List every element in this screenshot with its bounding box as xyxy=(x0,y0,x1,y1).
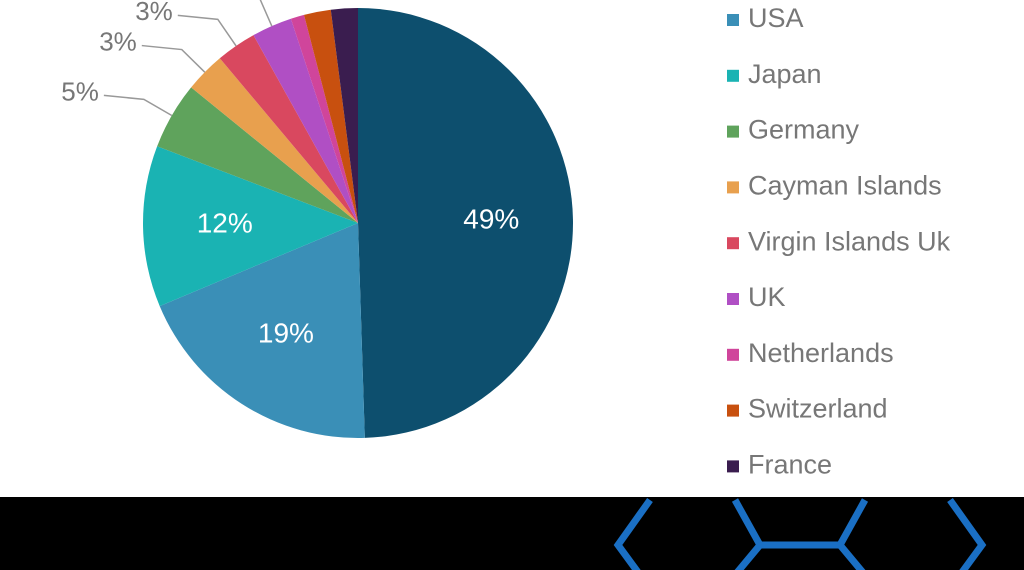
legend-swatch xyxy=(727,14,739,26)
pie-slice xyxy=(304,9,358,223)
pie-slice xyxy=(253,18,358,223)
leader-line xyxy=(259,0,273,27)
legend-swatch xyxy=(727,348,739,361)
data-label: 49% xyxy=(463,203,519,234)
legend-label: Cayman Islands xyxy=(748,171,942,201)
legend-swatch xyxy=(727,460,739,473)
legend-swatch xyxy=(727,237,739,250)
pie-slice xyxy=(159,223,365,438)
legend-label: France xyxy=(748,450,832,480)
hexagon-decoration xyxy=(613,497,987,570)
legend-swatch xyxy=(727,293,739,305)
legend-swatch xyxy=(727,404,739,417)
legend-label: Virgin Islands Uk xyxy=(748,226,951,256)
legend-label: Japan xyxy=(748,59,822,89)
leader-line xyxy=(177,14,237,47)
pie-slice xyxy=(358,8,573,438)
legend-swatch xyxy=(727,69,739,82)
data-label: 5% xyxy=(61,76,99,106)
data-label: 3% xyxy=(99,26,137,56)
footer-bar xyxy=(0,497,1024,570)
legend-label: UK xyxy=(748,282,786,312)
legend-label: USA xyxy=(748,3,804,33)
data-label: 19% xyxy=(258,318,314,349)
legend-swatch xyxy=(727,125,739,138)
legend-label: Switzerland xyxy=(748,394,888,424)
pie-slice xyxy=(330,8,358,223)
pie-slice xyxy=(157,87,358,223)
legend-label: Netherlands xyxy=(748,338,894,368)
legend-swatch xyxy=(727,181,739,194)
data-label: 12% xyxy=(197,208,253,239)
legend-label: Germany xyxy=(748,115,860,145)
pie-slice xyxy=(290,14,358,224)
pie-slice xyxy=(191,58,358,223)
data-label: 3% xyxy=(135,0,173,26)
data-label: 3% xyxy=(176,0,214,3)
pie-slice xyxy=(143,146,358,307)
leader-line xyxy=(141,44,206,73)
leader-line xyxy=(103,94,173,117)
pie-slice xyxy=(219,35,358,224)
